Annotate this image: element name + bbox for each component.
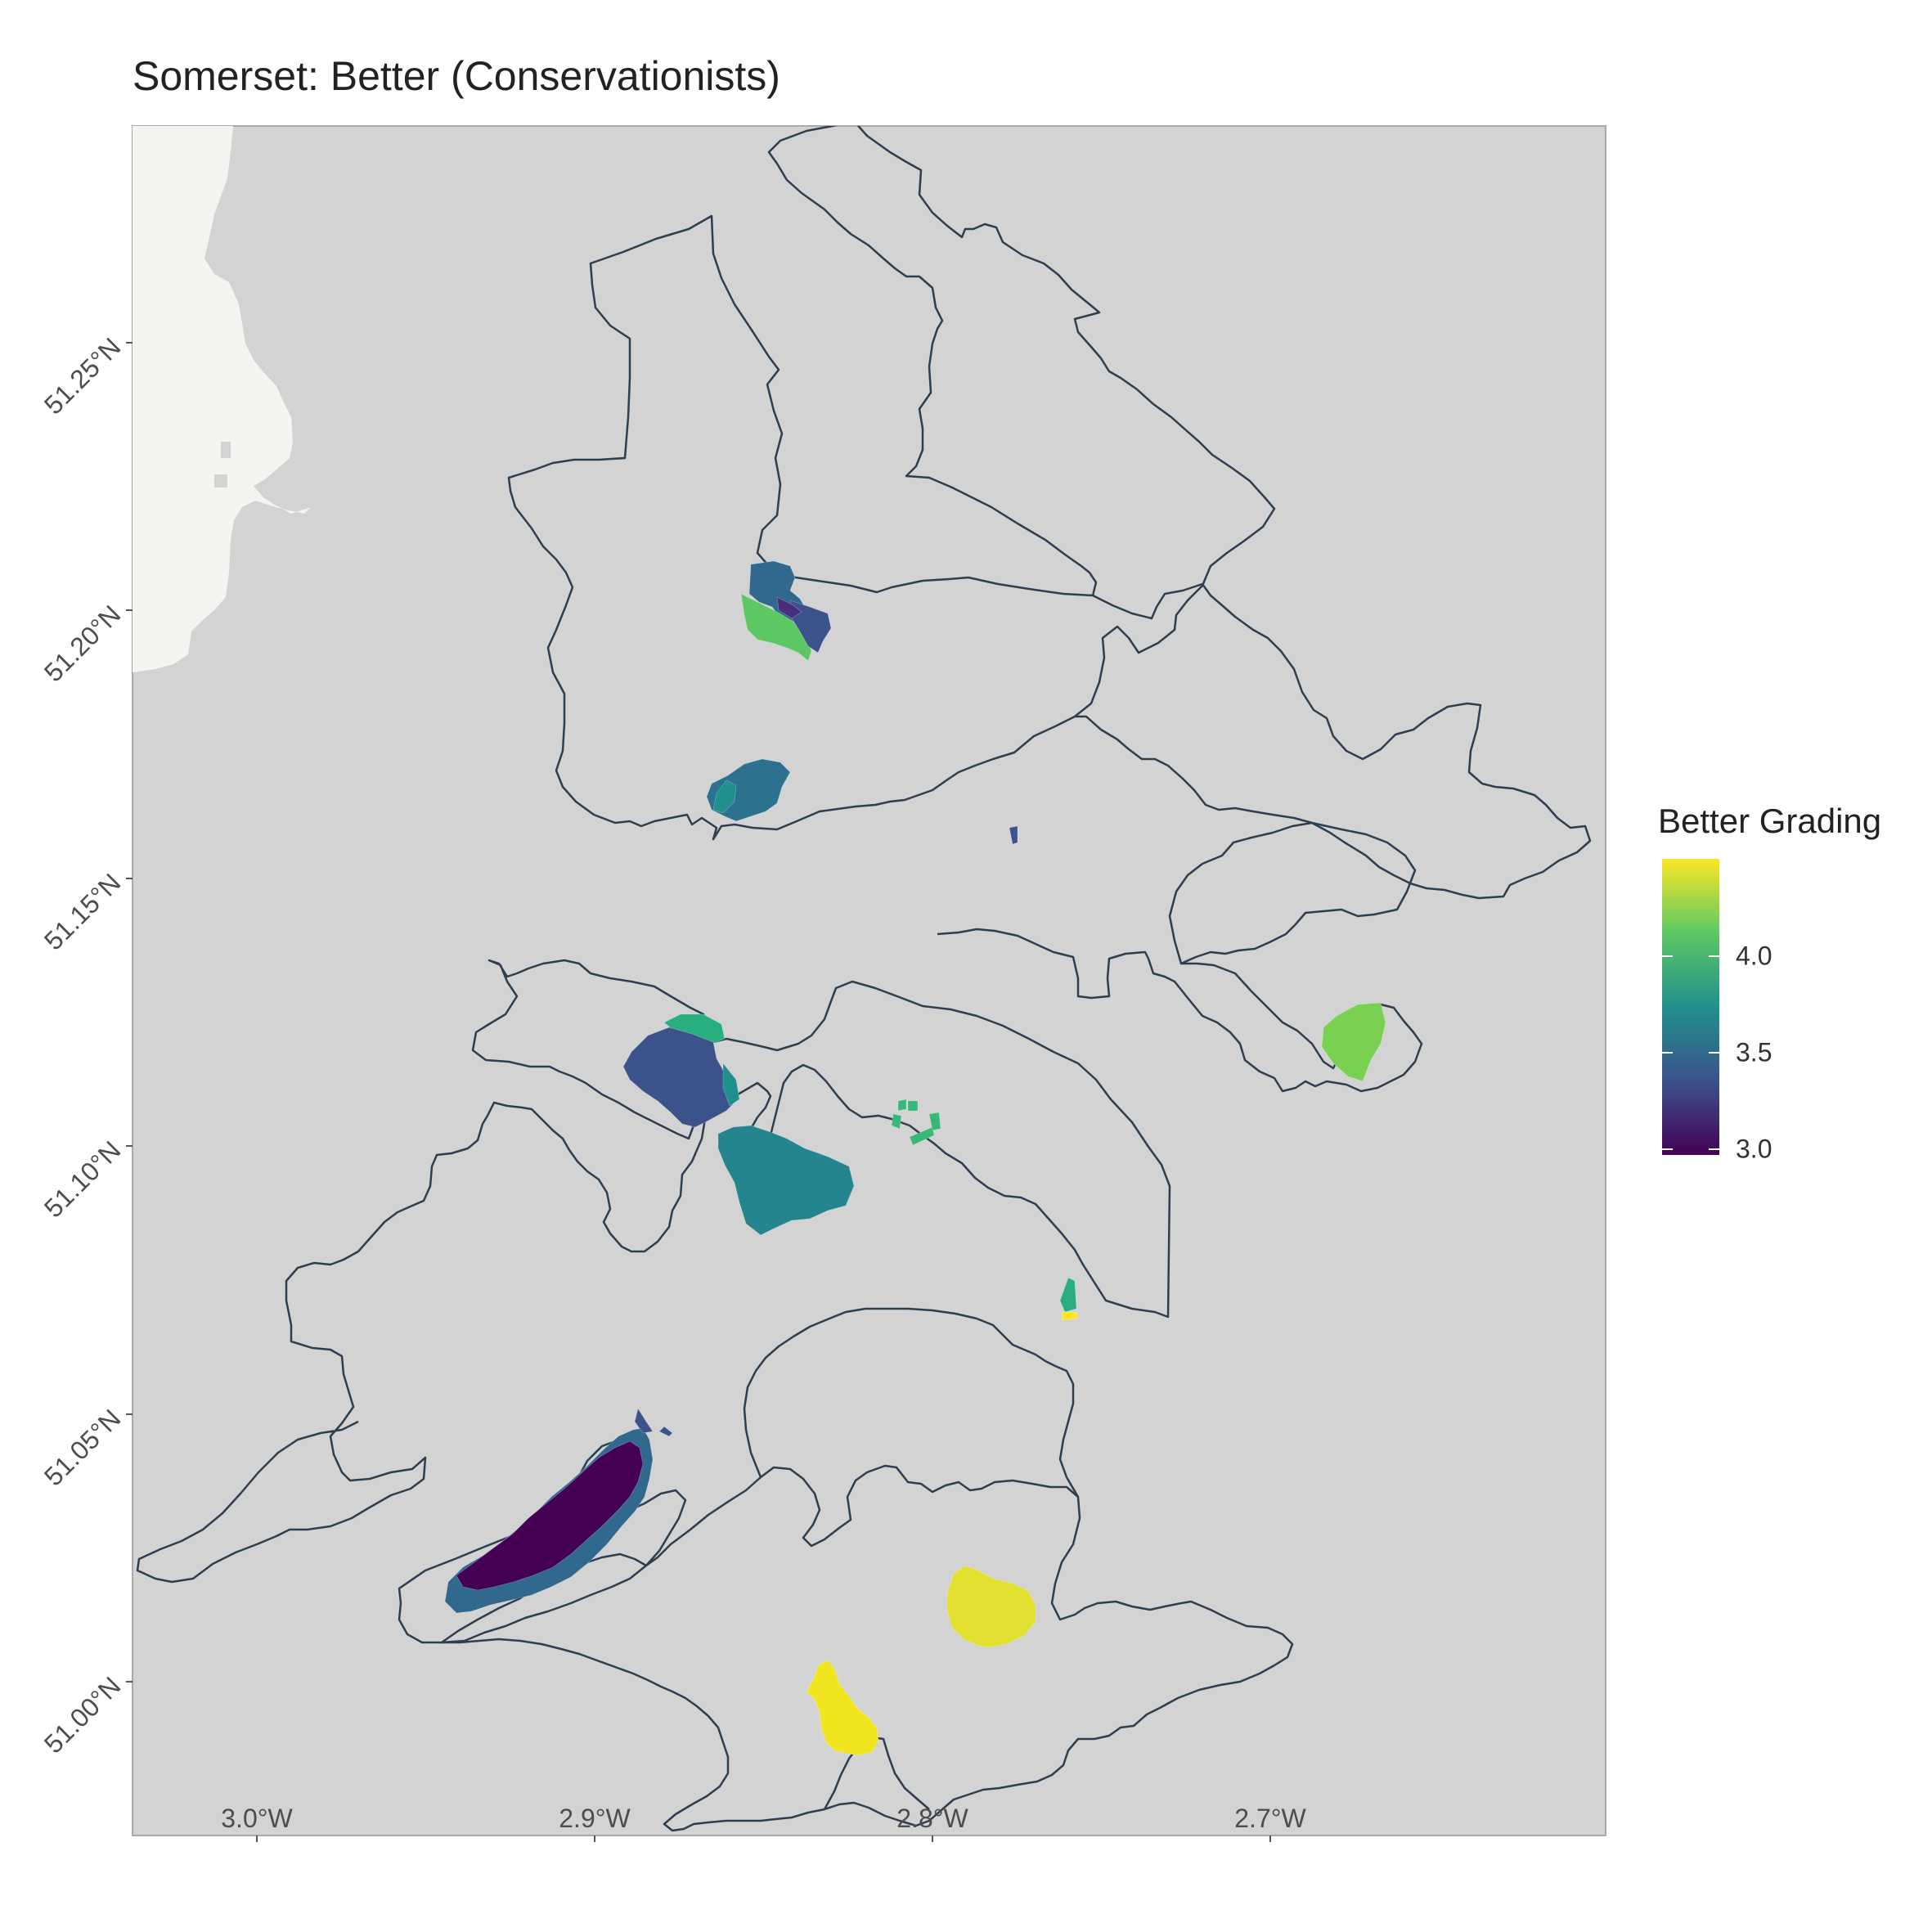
region-small-ring-plots-1 [897, 1099, 907, 1112]
graded-regions [444, 560, 1386, 1756]
boundary-east-village [937, 928, 1423, 1093]
region-small-ring-plots-4 [909, 1126, 935, 1146]
coast-inlet [214, 442, 231, 487]
region-small-ring-plots-3 [891, 1113, 902, 1130]
panel-background [132, 125, 1606, 1836]
boundary-central-district [471, 959, 1171, 1319]
boundary-north-east-district [1075, 582, 1592, 900]
boundary-south-inner-line [743, 1307, 1080, 1498]
region-south-village [806, 1660, 879, 1756]
legend-tick-label: 3.5 [1736, 1037, 1772, 1067]
legend-colorbar [1662, 859, 1719, 1155]
region-small-isolated-plot [1009, 825, 1018, 845]
region-south-west-moor [456, 1440, 644, 1591]
region-north-east-village [740, 593, 812, 662]
map-title: Somerset: Better (Conservationists) [133, 53, 780, 99]
axis-ticks [126, 342, 1271, 1842]
region-mid-north-village-light [712, 780, 737, 814]
x-tick-label: 2.7°W [1234, 1804, 1306, 1833]
boundary-south-central-district [440, 1464, 1294, 1832]
x-tick-label: 3.0°W [221, 1804, 293, 1833]
region-north-east-village-dark [776, 596, 802, 619]
boundary-north-district [507, 126, 1276, 841]
x-tick-label: 2.9°W [559, 1804, 631, 1833]
map-panel [132, 125, 1606, 1836]
region-small-ring-plots-5 [928, 1112, 941, 1131]
region-east-village [1321, 1002, 1386, 1082]
region-north-east-village-core [789, 600, 832, 654]
legend-tick-label: 3.0 [1736, 1134, 1772, 1164]
x-tick-label: 2.8°W [896, 1804, 968, 1833]
boundary-east-district [1168, 821, 1417, 965]
region-southern-strip [1059, 1277, 1077, 1313]
region-southern-strip-yellow [1061, 1311, 1079, 1321]
region-central-north-village [622, 1027, 737, 1128]
sea-area [133, 126, 311, 672]
region-south-east-village [946, 1565, 1036, 1648]
region-south-west-moor-spur [634, 1408, 673, 1437]
legend-gradient-bar [1662, 859, 1719, 1155]
legend-tick-label: 4.0 [1736, 941, 1772, 971]
region-central-north-village-edge-east [722, 1063, 740, 1107]
region-small-ring-plots-2 [907, 1100, 919, 1112]
legend-title: Better Grading [1658, 802, 1882, 840]
region-central-village [717, 1125, 855, 1236]
district-boundaries [136, 126, 1592, 1832]
boundary-central-west-district [136, 1041, 721, 1584]
